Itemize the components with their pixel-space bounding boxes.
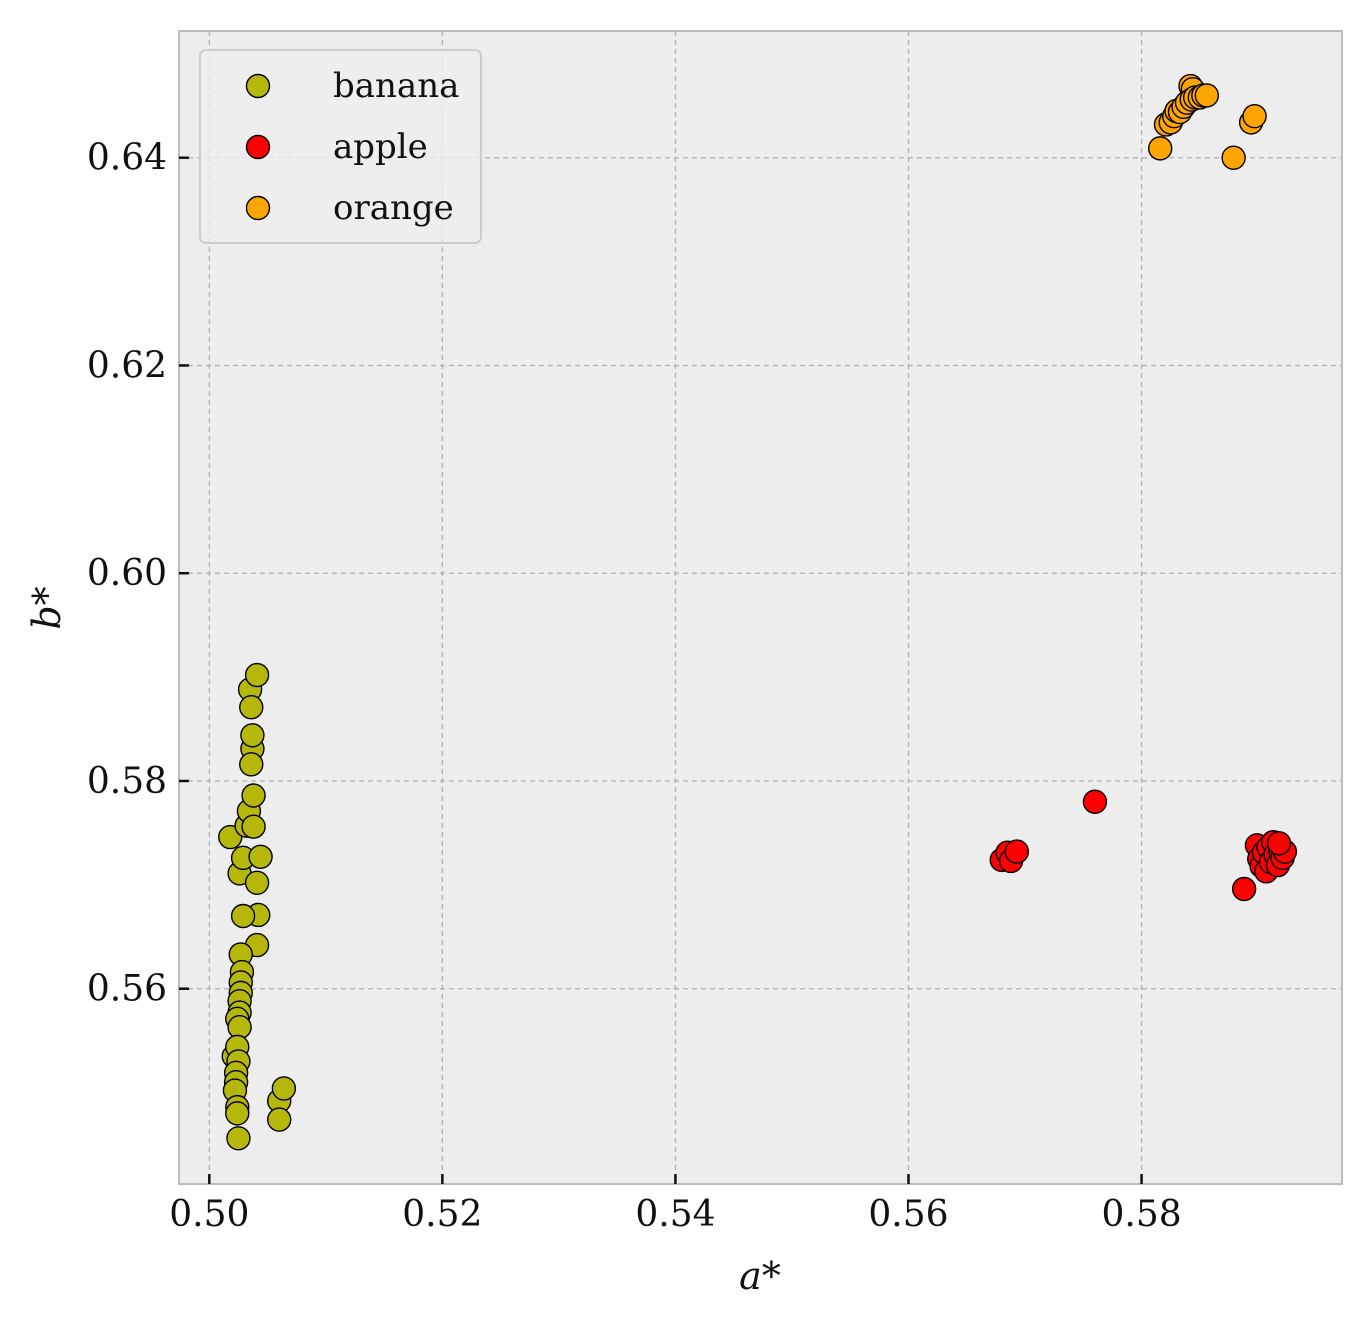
x-tick-label: 0.52	[402, 1194, 482, 1235]
banana-point	[239, 695, 264, 720]
x-axis-label: a*	[739, 1254, 781, 1298]
orange-point	[1148, 136, 1173, 161]
banana-point	[239, 752, 264, 777]
apple-point	[1082, 789, 1108, 814]
legend-marker-orange	[245, 195, 271, 221]
legend-marker-apple	[245, 134, 271, 160]
banana-point	[267, 1107, 292, 1132]
y-tick-label: 0.56	[87, 969, 167, 1010]
orange-point	[1242, 103, 1267, 129]
y-tick-label: 0.62	[87, 345, 167, 386]
apple-point	[1266, 831, 1292, 856]
legend-frame	[199, 49, 482, 244]
x-tick-label: 0.58	[1101, 1194, 1181, 1235]
legend-label-apple: apple	[333, 127, 428, 167]
banana-point	[244, 870, 270, 895]
y-tick-label: 0.58	[87, 761, 167, 802]
apple-point	[1004, 839, 1030, 864]
apple-point	[1231, 876, 1257, 902]
banana-point	[271, 1076, 297, 1101]
x-tick-label: 0.56	[868, 1194, 948, 1235]
banana-point	[240, 723, 265, 748]
banana-point	[226, 1126, 251, 1151]
banana-point	[248, 844, 273, 869]
y-tick-label: 0.60	[87, 553, 167, 594]
axis-ticks: 0.50 0.52 0.54 0.56 0.58 0.56 0.58 0.60 0.62 0.64	[87, 138, 1182, 1235]
orange-point	[1194, 83, 1220, 108]
y-tick-label: 0.64	[87, 138, 167, 179]
data-points	[218, 73, 1298, 1151]
legend: banana apple orange	[199, 49, 482, 244]
banana-point	[241, 814, 266, 839]
legend-label-orange: orange	[333, 188, 454, 228]
legend-label-banana: banana	[333, 66, 459, 106]
banana-point	[241, 783, 266, 808]
x-tick-label: 0.54	[635, 1194, 715, 1235]
orange-point	[1221, 145, 1246, 170]
y-axis-label: b*	[25, 586, 69, 629]
legend-marker-banana	[245, 73, 271, 99]
banana-point	[230, 903, 256, 929]
banana-point	[225, 1101, 250, 1126]
banana-point	[244, 662, 270, 688]
x-tick-label: 0.50	[169, 1194, 249, 1235]
plot-frame	[178, 30, 1343, 1185]
